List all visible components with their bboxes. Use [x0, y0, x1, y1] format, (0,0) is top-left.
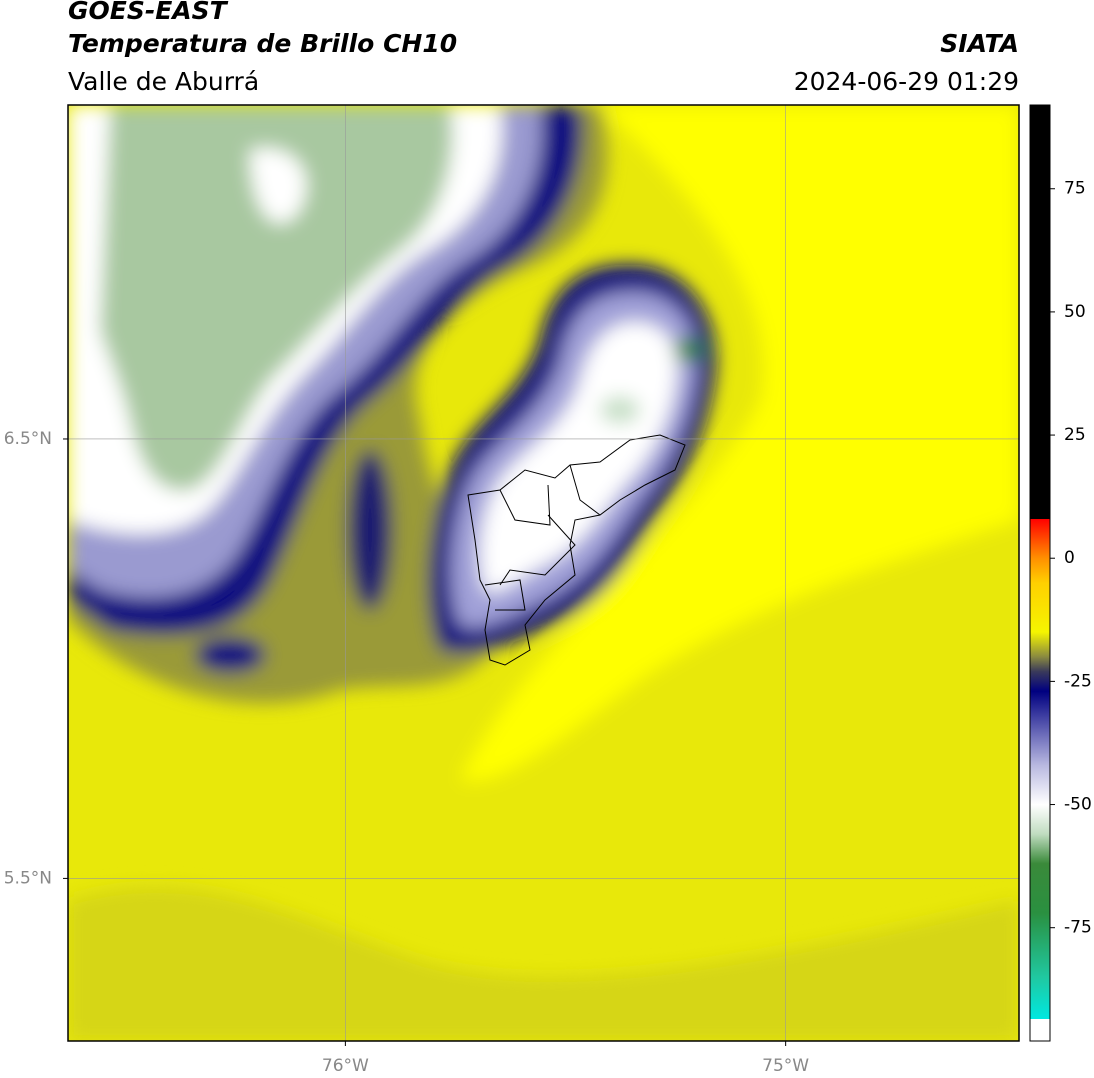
subtitle: Temperatura de Brillo CH10 — [68, 29, 457, 58]
municipal-borders — [467, 434, 686, 666]
satellite-image — [68, 105, 1019, 1041]
colorbar-tick-label: 75 — [1064, 179, 1086, 199]
region: Valle de Aburrá — [68, 67, 259, 96]
colorbar-tick-label: -50 — [1064, 795, 1092, 815]
x-tick-label: 76°W — [322, 1056, 369, 1076]
colorbar-tick-label: 50 — [1064, 302, 1086, 322]
map-frame — [67, 104, 1020, 1042]
datetime: 2024-06-29 01:29 — [794, 67, 1019, 96]
colorbar-tick-label: -25 — [1064, 671, 1092, 691]
x-tick-label: 75°W — [762, 1056, 809, 1076]
source: SIATA — [940, 29, 1019, 58]
colorbar-tick-label: 25 — [1064, 425, 1086, 445]
colorbar — [1029, 104, 1051, 1042]
colorbar-tick-label: 0 — [1064, 548, 1075, 568]
y-tick-label: 6.5°N — [4, 429, 52, 449]
colorbar-tick-label: -75 — [1064, 918, 1092, 938]
y-tick-label: 5.5°N — [4, 868, 52, 888]
title: GOES-EAST — [68, 0, 229, 25]
